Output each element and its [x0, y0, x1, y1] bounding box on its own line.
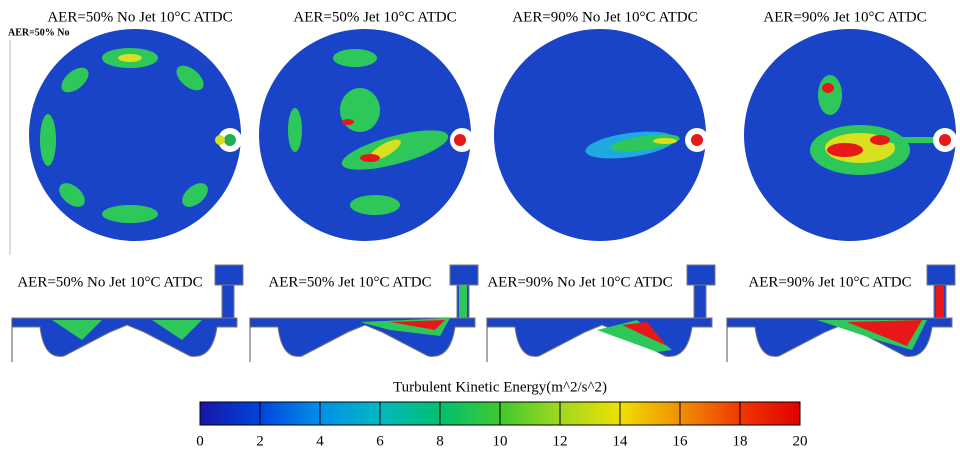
colorbar-tick-label: 0 [196, 433, 204, 449]
panel-title: AER=50% No Jet 10°C ATDC [47, 9, 232, 25]
overlay-label: AER=50% No [8, 27, 70, 38]
colorbar-tick-label: 2 [256, 433, 264, 449]
colorbar-tick-label: 20 [793, 433, 808, 449]
contour-section [11, 264, 244, 362]
colorbar-title: Turbulent Kinetic Energy(m^2/s^2) [393, 379, 607, 395]
colorbar-tick-label: 18 [733, 433, 748, 449]
contour-section [486, 264, 716, 362]
contour-top [744, 29, 957, 241]
contour-section [726, 264, 956, 362]
panel-title: AER=50% Jet 10°C ATDC [268, 274, 431, 290]
panel-title: AER=90% No Jet 10°C ATDC [487, 274, 672, 290]
colorbar-tick-label: 10 [493, 433, 508, 449]
colorbar-tick-label: 8 [436, 433, 444, 449]
panel-title: AER=50% Jet 10°C ATDC [293, 9, 456, 25]
panel-title: AER=50% No Jet 10°C ATDC [17, 274, 202, 290]
colorbar-tick-label: 16 [673, 433, 689, 449]
contour-top [259, 29, 474, 241]
contour-top [29, 29, 242, 241]
panel-title: AER=90% Jet 10°C ATDC [763, 9, 926, 25]
colorbar-tick-label: 12 [553, 433, 568, 449]
contour-section [249, 264, 479, 362]
panel-title: AER=90% No Jet 10°C ATDC [512, 9, 697, 25]
panel-title: AER=90% Jet 10°C ATDC [748, 274, 911, 290]
colorbar-tick-label: 14 [613, 433, 629, 449]
colorbar-tick-label: 4 [316, 433, 324, 449]
colorbar-ticks: 0 2 4 6 8 10 12 14 16 18 20 [196, 402, 808, 449]
contour-top [494, 29, 709, 241]
colorbar-tick-label: 6 [376, 433, 384, 449]
